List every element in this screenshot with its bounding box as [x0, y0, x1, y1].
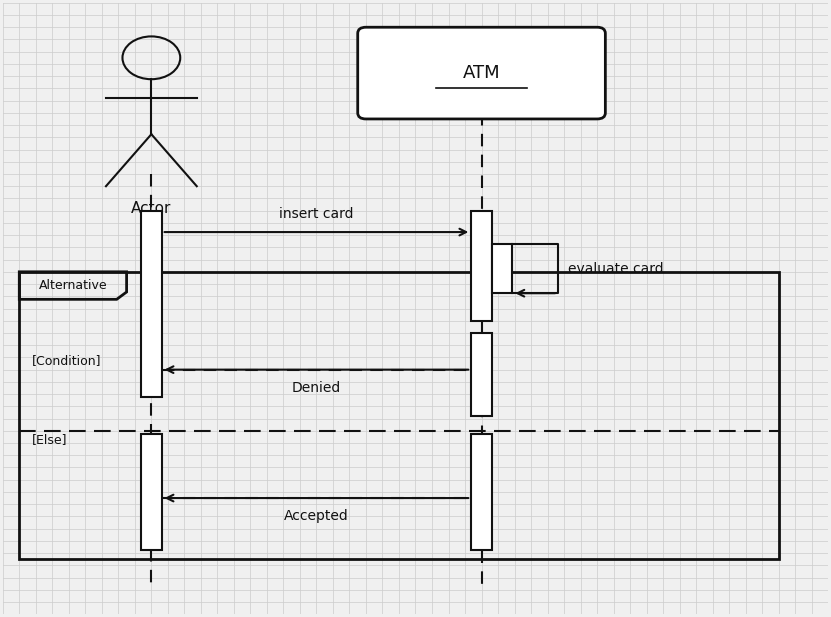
Text: Denied: Denied: [292, 381, 341, 395]
FancyBboxPatch shape: [357, 27, 605, 119]
Bar: [492, 244, 513, 293]
Bar: [471, 434, 492, 550]
Text: Alternative: Alternative: [38, 279, 107, 292]
Text: ATM: ATM: [463, 64, 500, 82]
Text: Actor: Actor: [131, 202, 171, 217]
Bar: [141, 210, 162, 397]
Text: evaluate card: evaluate card: [568, 262, 663, 276]
Text: [Condition]: [Condition]: [32, 354, 101, 367]
Bar: [19, 272, 779, 559]
Bar: [141, 434, 162, 550]
Text: insert card: insert card: [279, 207, 354, 221]
Bar: [471, 210, 492, 321]
Text: Accepted: Accepted: [284, 509, 349, 523]
Bar: [471, 333, 492, 415]
Text: [Else]: [Else]: [32, 434, 67, 447]
